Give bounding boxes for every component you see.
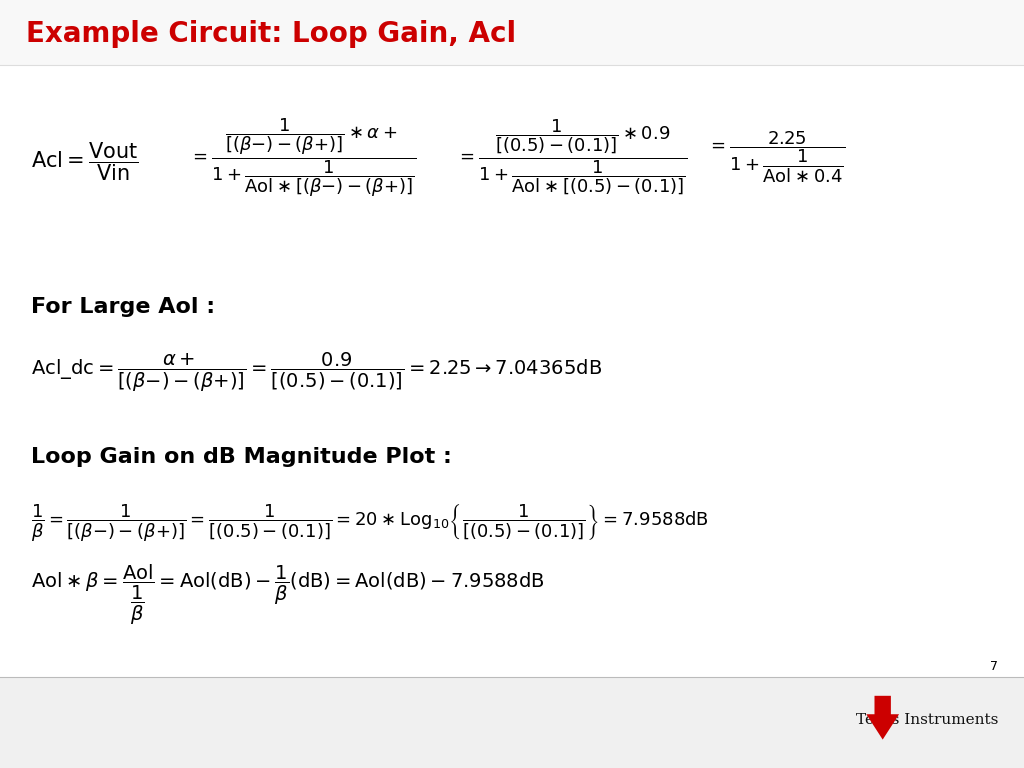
Text: $= \dfrac{\dfrac{1}{[(\beta{-})-(\beta{+})]} \ast \alpha+}{1 + \dfrac{1}{\mathrm: $= \dfrac{\dfrac{1}{[(\beta{-})-(\beta{+…	[189, 116, 417, 199]
Text: $\mathrm{Acl} = \dfrac{\mathrm{Vout}}{\mathrm{Vin}}$: $\mathrm{Acl} = \dfrac{\mathrm{Vout}}{\m…	[31, 140, 138, 183]
Bar	[0, 677, 1024, 768]
Text: $\mathrm{Aol} \ast \beta = \dfrac{\mathrm{Aol}}{\dfrac{1}{\beta}} = \mathrm{Aol(: $\mathrm{Aol} \ast \beta = \dfrac{\mathr…	[31, 563, 545, 627]
Text: $\mathrm{Acl\_dc} = \dfrac{\alpha+}{[(\beta{-})-(\beta{+})]} = \dfrac{0.9}{[(0.5: $\mathrm{Acl\_dc} = \dfrac{\alpha+}{[(\b…	[31, 351, 602, 394]
Text: Example Circuit: Loop Gain, Acl: Example Circuit: Loop Gain, Acl	[26, 20, 516, 48]
Text: Texas Instruments: Texas Instruments	[856, 713, 998, 727]
Text: $= \dfrac{\dfrac{1}{[(0.5)-(0.1)]} \ast 0.9}{1 + \dfrac{1}{\mathrm{Aol} \ast [(0: $= \dfrac{\dfrac{1}{[(0.5)-(0.1)]} \ast …	[456, 118, 687, 197]
Text: Loop Gain on dB Magnitude Plot :: Loop Gain on dB Magnitude Plot :	[31, 447, 452, 467]
Text: $= \dfrac{2.25}{1 + \dfrac{1}{\mathrm{Aol} \ast 0.4}}$: $= \dfrac{2.25}{1 + \dfrac{1}{\mathrm{Ao…	[707, 130, 846, 185]
Text: For Large Aol :: For Large Aol :	[31, 297, 215, 317]
Polygon shape	[866, 696, 899, 740]
Text: $\dfrac{1}{\beta} = \dfrac{1}{[(\beta{-})-(\beta{+})]} = \dfrac{1}{[(0.5)-(0.1)]: $\dfrac{1}{\beta} = \dfrac{1}{[(\beta{-}…	[31, 502, 709, 543]
Bar	[0, 0, 1024, 65]
Text: 7: 7	[990, 660, 998, 673]
